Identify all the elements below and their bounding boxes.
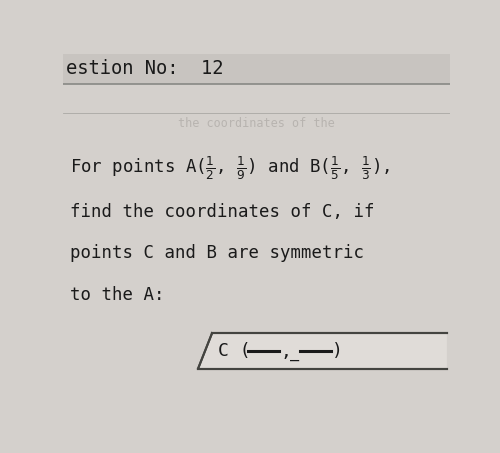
Bar [62, 54, 450, 84]
Text: ): ) [332, 342, 343, 360]
Text: the coordinates of the: the coordinates of the [178, 117, 334, 130]
Text: For points A($\mathsf{\frac{1}{2}}$, $\mathsf{\frac{1}{9}}$) and B($\mathsf{\fra: For points A($\mathsf{\frac{1}{2}}$, $\m… [70, 154, 390, 182]
Polygon shape [198, 333, 447, 369]
Text: ,: , [280, 343, 291, 361]
Text: points C and B are symmetric: points C and B are symmetric [70, 244, 364, 262]
Text: to the A:: to the A: [70, 285, 165, 304]
Text: C (: C ( [218, 342, 251, 360]
Text: find the coordinates of C, if: find the coordinates of C, if [70, 203, 375, 221]
Text: estion No:  12: estion No: 12 [66, 59, 224, 78]
Text: _: _ [290, 347, 298, 361]
